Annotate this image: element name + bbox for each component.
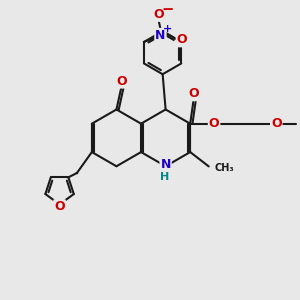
Text: O: O bbox=[154, 8, 164, 21]
Text: O: O bbox=[188, 87, 199, 100]
Text: N: N bbox=[155, 29, 166, 42]
Text: O: O bbox=[209, 117, 219, 130]
Text: O: O bbox=[54, 200, 65, 213]
Text: CH₃: CH₃ bbox=[215, 163, 234, 173]
Text: H: H bbox=[160, 172, 169, 182]
Text: −: − bbox=[162, 2, 174, 17]
Text: O: O bbox=[177, 33, 187, 46]
Text: O: O bbox=[271, 117, 282, 130]
Text: N: N bbox=[160, 158, 171, 171]
Text: O: O bbox=[116, 75, 127, 88]
Text: +: + bbox=[163, 24, 172, 34]
